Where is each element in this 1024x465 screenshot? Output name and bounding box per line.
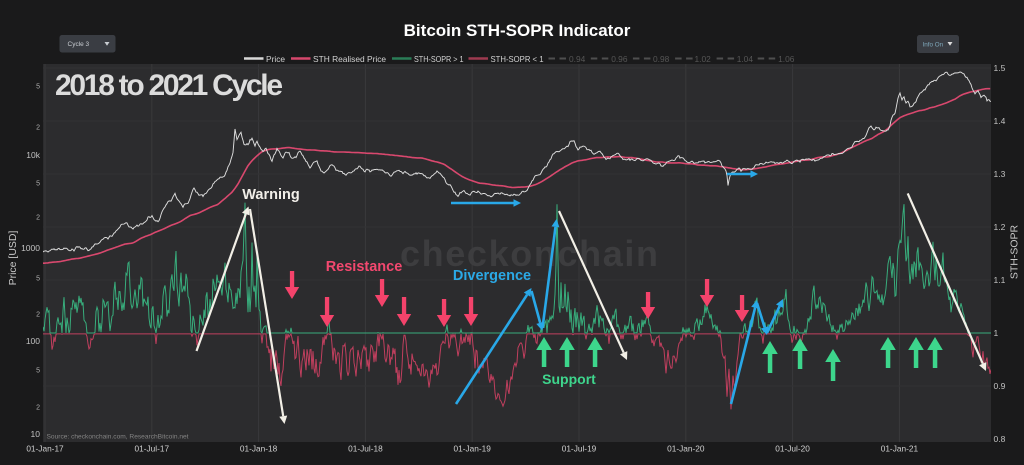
svg-text:01-Jul-17: 01-Jul-17	[135, 444, 170, 454]
svg-text:Warning: Warning	[242, 187, 299, 203]
svg-text:2: 2	[36, 312, 40, 319]
svg-text:1.1: 1.1	[994, 275, 1006, 285]
svg-text:2018 to 2021 Cycle: 2018 to 2021 Cycle	[55, 69, 283, 102]
svg-text:01-Jul-18: 01-Jul-18	[348, 444, 383, 454]
svg-text:STH Realised Price: STH Realised Price	[313, 54, 386, 64]
svg-text:01-Jul-20: 01-Jul-20	[775, 444, 810, 454]
svg-text:Divergence: Divergence	[453, 268, 531, 284]
svg-text:01-Jan-20: 01-Jan-20	[667, 444, 705, 454]
svg-text:STH-SOPR < 1: STH-SOPR < 1	[491, 54, 544, 64]
svg-text:Resistance: Resistance	[326, 259, 403, 275]
svg-text:1.3: 1.3	[994, 169, 1006, 179]
svg-text:0.98: 0.98	[653, 54, 670, 64]
svg-text:01-Jan-17: 01-Jan-17	[26, 444, 64, 454]
svg-text:1.2: 1.2	[994, 222, 1006, 232]
svg-text:0.9: 0.9	[994, 381, 1006, 391]
svg-text:Price [USD]: Price [USD]	[7, 230, 19, 285]
svg-text:100: 100	[26, 336, 40, 346]
svg-text:Support: Support	[542, 371, 596, 387]
svg-text:01-Jan-21: 01-Jan-21	[881, 444, 919, 454]
svg-text:2: 2	[36, 215, 40, 222]
svg-text:10k: 10k	[26, 150, 40, 160]
svg-text:checkonchain: checkonchain	[400, 233, 658, 274]
svg-text:0.96: 0.96	[611, 54, 628, 64]
svg-text:5: 5	[36, 181, 40, 188]
svg-text:Source: checkonchain.com, Rese: Source: checkonchain.com, ResearchBitcoi…	[47, 433, 189, 440]
svg-text:5: 5	[36, 368, 40, 375]
svg-text:2: 2	[36, 405, 40, 412]
svg-text:1.4: 1.4	[994, 116, 1006, 126]
svg-text:2: 2	[36, 125, 40, 132]
svg-text:01-Jan-18: 01-Jan-18	[240, 444, 278, 454]
svg-text:1.5: 1.5	[994, 63, 1006, 73]
svg-text:1000: 1000	[21, 243, 40, 253]
svg-text:5: 5	[36, 276, 40, 283]
svg-text:1.06: 1.06	[778, 54, 795, 64]
svg-text:01-Jul-19: 01-Jul-19	[562, 444, 597, 454]
svg-text:Bitcoin STH-SOPR Indicator: Bitcoin STH-SOPR Indicator	[404, 21, 631, 40]
svg-text:1: 1	[994, 328, 999, 338]
svg-text:1.02: 1.02	[695, 54, 712, 64]
svg-text:Cycle 3: Cycle 3	[68, 41, 90, 48]
svg-text:Price: Price	[266, 54, 285, 64]
svg-text:01-Jan-19: 01-Jan-19	[454, 444, 492, 454]
svg-text:STH-SOPR: STH-SOPR	[1009, 224, 1021, 279]
svg-text:0.94: 0.94	[569, 54, 586, 64]
svg-text:0.8: 0.8	[994, 434, 1006, 444]
svg-text:1.04: 1.04	[737, 54, 754, 64]
svg-text:STH-SOPR > 1: STH-SOPR > 1	[414, 54, 464, 64]
svg-text:10: 10	[31, 429, 41, 439]
svg-text:Info On: Info On	[923, 41, 944, 48]
svg-text:5: 5	[36, 84, 40, 91]
